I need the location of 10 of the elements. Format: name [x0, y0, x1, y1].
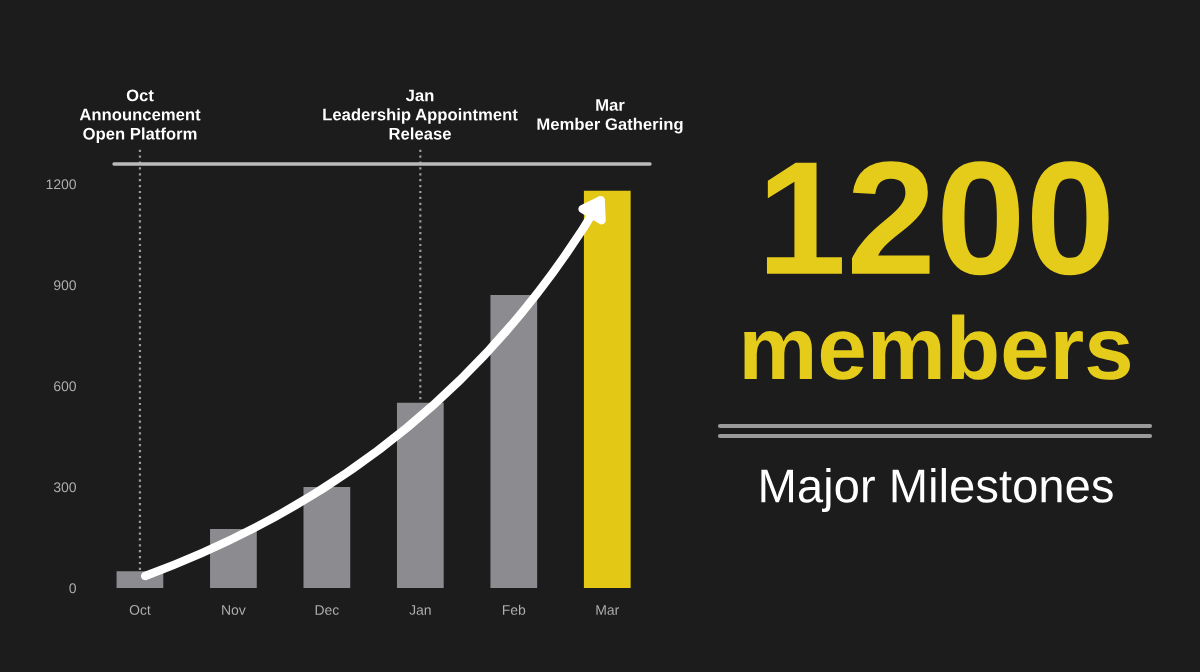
text: Jan Leadership Appointment Release — [323, 89, 518, 140]
text: Mar Member Gathering — [537, 99, 683, 134]
bar — [303, 487, 351, 588]
bar — [583, 190, 631, 588]
bar — [396, 402, 444, 588]
text: members — [744, 314, 1130, 380]
text: Oct Announcement Open Platform — [79, 89, 201, 143]
text: 1200 — [766, 161, 1109, 276]
bar — [490, 295, 538, 588]
text: Major Milestones — [761, 467, 1113, 513]
